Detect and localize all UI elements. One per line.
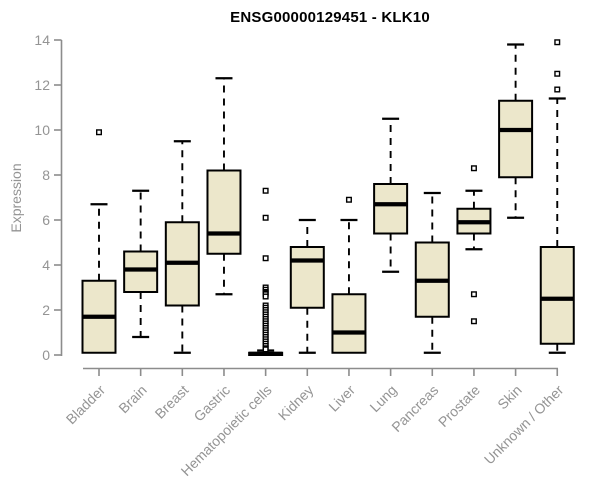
y-tick-label: 8 <box>42 167 50 183</box>
box-hematopoietic-cells <box>248 187 284 356</box>
iqr-box <box>373 183 409 235</box>
iqr-box <box>498 99 534 179</box>
box-pancreas <box>414 191 450 354</box>
iqr-box <box>539 246 575 345</box>
outlier-point <box>262 187 269 194</box>
x-category-label-lung: Lung <box>366 382 399 415</box>
y-axis: 0 2 4 6 8 10 12 14 <box>34 32 63 363</box>
outlier-point <box>95 129 102 136</box>
y-tick-label: 2 <box>42 302 50 318</box>
x-category-label-skin: Skin <box>494 382 525 413</box>
x-category-label-kidney: Kidney <box>275 382 317 424</box>
x-category-label-unknown-other: Unknown / Other <box>481 382 567 468</box>
outlier-point <box>470 165 477 172</box>
outlier-point <box>262 293 269 300</box>
box-breast <box>164 140 200 354</box>
box-bladder <box>81 129 117 354</box>
y-tick-label: 0 <box>42 347 50 363</box>
chart-title: ENSG00000129451 - KLK10 <box>230 9 430 26</box>
x-category-label-brain: Brain <box>115 382 149 416</box>
x-category-label-breast: Breast <box>152 382 192 422</box>
y-tick-label: 4 <box>42 257 50 273</box>
outlier-point <box>554 86 561 93</box>
outlier-point <box>262 214 269 221</box>
x-category-label-prostate: Prostate <box>435 382 483 430</box>
outlier-point <box>345 196 352 203</box>
outlier-point <box>470 318 477 325</box>
box-skin <box>498 43 534 219</box>
iqr-box <box>289 246 325 309</box>
y-tick-label: 6 <box>42 212 50 228</box>
iqr-box <box>206 169 242 255</box>
box-kidney <box>289 218 325 354</box>
outlier-point <box>554 39 561 46</box>
box-lung <box>373 117 409 273</box>
box-brain <box>123 189 159 339</box>
box-liver <box>331 196 367 354</box>
outlier-point <box>554 70 561 77</box>
y-tick-label: 14 <box>34 32 50 48</box>
outlier-point <box>262 346 269 353</box>
box-prostate <box>456 165 492 325</box>
outlier-point <box>470 291 477 298</box>
iqr-box <box>331 293 367 354</box>
iqr-box <box>123 250 159 293</box>
x-category-label-bladder: Bladder <box>63 382 109 428</box>
y-tick-label: 10 <box>34 122 50 138</box>
box-unknown-other <box>539 39 575 354</box>
y-tick-label: 12 <box>34 77 50 93</box>
box-gastric <box>206 77 242 296</box>
outlier-point <box>262 255 269 262</box>
x-category-label-liver: Liver <box>325 382 358 415</box>
